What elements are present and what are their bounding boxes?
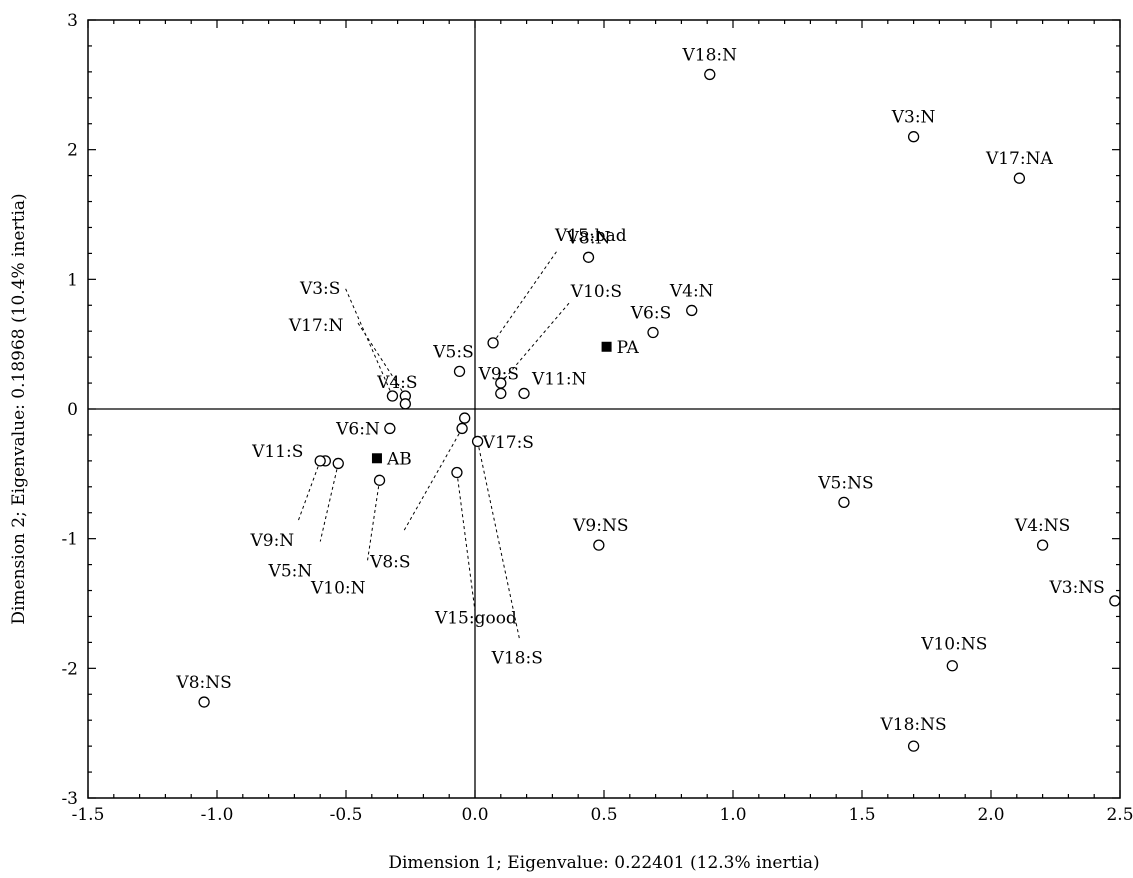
point-marker xyxy=(386,390,399,402)
y-tick-label: 2 xyxy=(67,141,78,161)
point-marker xyxy=(647,326,659,339)
point-marker xyxy=(456,422,468,435)
y-tick-label: -1 xyxy=(61,530,78,550)
point-label: V9:S xyxy=(478,364,519,384)
point-marker xyxy=(1036,539,1049,551)
point-marker xyxy=(946,660,958,672)
point-label: V9:N xyxy=(249,531,294,551)
x-tick-label: -1.0 xyxy=(201,805,234,825)
point-label: V5:N xyxy=(268,561,313,581)
point-label: V9:NS xyxy=(572,516,628,536)
point-label: V5:NS xyxy=(817,473,873,493)
point-label: V6:N xyxy=(335,419,380,439)
point-label: V17:S xyxy=(482,433,534,453)
leader-line xyxy=(403,428,463,531)
point-marker xyxy=(459,412,471,424)
point-marker xyxy=(907,131,920,143)
point-marker xyxy=(451,466,463,479)
point-label: V17:NA xyxy=(985,149,1054,169)
x-tick-label: 0.5 xyxy=(590,805,617,825)
leader-line xyxy=(343,285,393,397)
leader-line xyxy=(492,250,558,344)
point-marker xyxy=(1109,595,1121,607)
point-label: V8:S xyxy=(369,552,410,572)
point-marker xyxy=(453,365,466,378)
point-marker xyxy=(1013,172,1026,184)
y-tick-label: -3 xyxy=(61,789,78,809)
y-tick-label: 0 xyxy=(67,400,78,420)
axis-ticks xyxy=(87,19,1121,799)
point-marker xyxy=(399,398,411,410)
point-label: AB xyxy=(386,449,412,469)
point-marker xyxy=(198,696,210,708)
point-label: V8:N xyxy=(566,228,611,248)
point-label: V15:good xyxy=(434,609,517,629)
point-marker xyxy=(487,337,499,349)
point-marker xyxy=(582,251,595,263)
point-marker xyxy=(495,387,507,400)
point-label: V10:NS xyxy=(920,635,987,655)
point-label: V3:S xyxy=(299,279,340,299)
point-marker xyxy=(704,68,716,81)
point-label: V4:NS xyxy=(1014,516,1070,536)
point-marker xyxy=(332,457,344,470)
point-marker xyxy=(373,474,386,486)
leader-line xyxy=(477,441,521,640)
point-marker xyxy=(371,453,382,464)
y-tick-label: 1 xyxy=(67,270,78,290)
x-tick-label: 2.0 xyxy=(977,805,1004,825)
leader-lines xyxy=(297,250,572,640)
point-label: V3:NS xyxy=(1048,578,1104,598)
point-label: V18:NS xyxy=(880,715,947,735)
point-label: V5:S xyxy=(432,342,473,362)
point-labels: V18:N V3:N V17:NA V8:N V4:NV6:S V15:bad V10:S V… xyxy=(175,45,1104,735)
x-tick-label: -1.5 xyxy=(72,805,105,825)
point-label: V18:S xyxy=(491,648,543,668)
leader-line xyxy=(367,480,381,561)
x-axis-title: Dimension 1; Eigenvalue: 0.22401 (12.3% … xyxy=(388,853,819,873)
y-tick-label: -2 xyxy=(61,659,78,679)
point-marker xyxy=(593,539,605,551)
data-points xyxy=(198,68,1121,752)
x-tick-label: 1.0 xyxy=(719,805,746,825)
x-tick-label: -0.5 xyxy=(330,805,363,825)
x-tick-label: 1.5 xyxy=(848,805,875,825)
point-label: V18:N xyxy=(682,45,738,65)
point-marker xyxy=(838,496,850,509)
leader-line xyxy=(356,321,406,397)
point-marker xyxy=(686,304,698,317)
point-label: V3:N xyxy=(891,108,936,128)
point-marker xyxy=(314,455,326,467)
y-axis-title: Dimension 2; Eigenvalue: 0.18968 (10.4% … xyxy=(9,193,29,624)
point-marker xyxy=(601,341,612,352)
point-label: V4:S xyxy=(376,373,417,393)
point-label: V11:S xyxy=(251,442,303,462)
leader-line xyxy=(319,463,339,542)
x-tick-label: 2.5 xyxy=(1106,805,1133,825)
point-marker xyxy=(907,740,920,752)
point-marker xyxy=(518,387,530,400)
point-label: V10:S xyxy=(570,282,622,302)
point-label: V4:N xyxy=(669,281,714,301)
point-marker xyxy=(384,422,396,435)
tick-labels: -1.5 -1.0 -0.5 0.0 0.5 1.0 1.5 2.0 2.5 3 2 1 0 -1 -2 -3 xyxy=(61,11,1133,825)
point-label: V8:NS xyxy=(175,673,231,693)
point-label: V15:bad xyxy=(554,226,627,246)
point-label: V11:N xyxy=(531,369,587,389)
point-label: PA xyxy=(617,338,640,358)
point-marker xyxy=(471,435,484,448)
x-tick-label: 0.0 xyxy=(461,805,488,825)
leader-line xyxy=(297,460,321,522)
point-label: V17:N xyxy=(288,316,344,336)
leader-line xyxy=(456,472,476,611)
point-label: V10:N xyxy=(310,578,366,598)
y-tick-label: 3 xyxy=(67,11,78,31)
point-label: V6:S xyxy=(630,303,671,323)
